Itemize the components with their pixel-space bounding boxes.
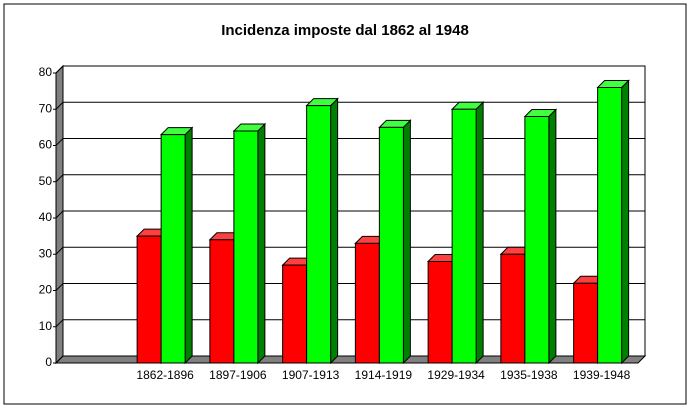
bar — [523, 108, 558, 365]
grid-line — [55, 355, 64, 364]
grid-line — [55, 246, 64, 255]
x-tick-label: 1914-1919 — [355, 368, 413, 382]
bar-face — [136, 235, 162, 364]
bar-face — [524, 116, 550, 364]
bar-face — [160, 134, 186, 364]
bar-face — [233, 130, 259, 364]
bar-face — [573, 282, 599, 364]
grid-line — [55, 319, 64, 328]
bar-face — [306, 105, 332, 364]
bar-face — [500, 253, 526, 364]
y-tick-label: 20 — [39, 283, 53, 297]
x-tick-label: 1907-1913 — [282, 368, 340, 382]
bar-face — [209, 239, 235, 364]
bar — [596, 79, 630, 365]
grid-line — [55, 174, 64, 183]
y-tick-label: 50 — [39, 174, 53, 188]
y-tick-label: 30 — [39, 246, 53, 260]
grid-line — [55, 65, 64, 74]
bar-face — [427, 261, 453, 364]
x-tick-label: 1935-1938 — [500, 368, 558, 382]
y-tick-label: 40 — [39, 210, 53, 224]
chart-title: Incidenza imposte dal 1862 al 1948 — [221, 22, 469, 39]
y-tick-label: 70 — [39, 101, 53, 115]
y-tick-label: 80 — [39, 65, 53, 79]
grid-line — [55, 283, 64, 291]
bar — [305, 97, 339, 365]
grid-line — [55, 101, 64, 110]
bar-face — [475, 101, 484, 365]
bar — [232, 122, 267, 365]
bar — [450, 101, 485, 365]
grid-line — [55, 138, 64, 146]
x-tick-label: 1939-1948 — [573, 368, 631, 382]
x-tick-label: 1929-1934 — [427, 368, 485, 382]
bar-face — [451, 108, 477, 364]
bar — [159, 126, 194, 365]
y-tick-label: 60 — [39, 138, 53, 152]
bar-face — [621, 79, 630, 365]
bar-face — [402, 119, 411, 365]
bar-face — [354, 242, 380, 364]
x-tick-label: 1862-1896 — [136, 368, 194, 382]
grid-line — [55, 210, 64, 219]
bar-face — [378, 126, 404, 364]
bar-face — [548, 108, 557, 365]
bar-face — [330, 97, 339, 365]
x-tick-label: 1897-1906 — [209, 368, 267, 382]
bar-face — [282, 264, 308, 364]
bar-face — [257, 122, 266, 365]
y-tick-label: 0 — [45, 355, 52, 369]
bar-face — [184, 126, 193, 365]
bar — [378, 119, 412, 365]
y-tick-label: 10 — [39, 319, 53, 333]
bar-face — [597, 87, 623, 364]
